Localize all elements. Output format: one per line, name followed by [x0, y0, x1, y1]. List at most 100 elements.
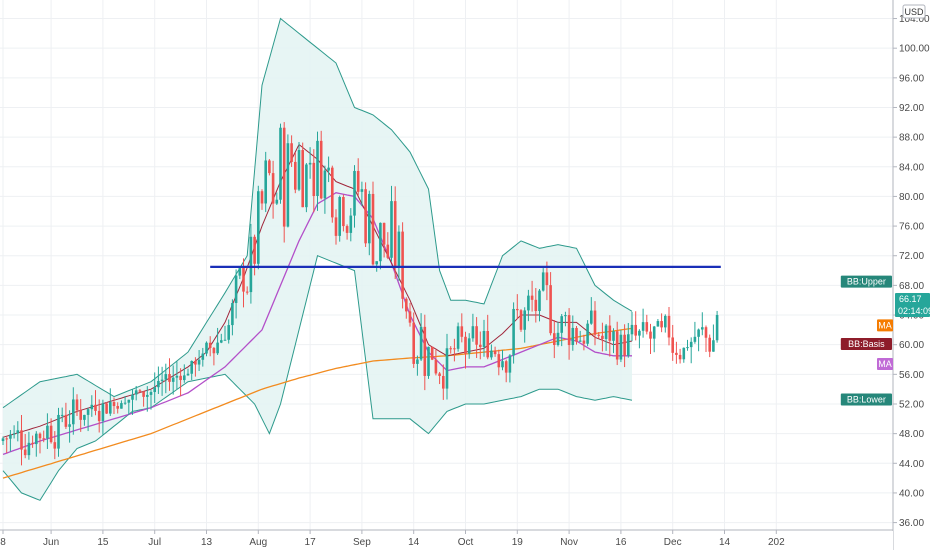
candle-body: [545, 272, 549, 286]
candle: [508, 354, 512, 383]
candle: [612, 328, 615, 354]
indicator-tag-background: [840, 393, 892, 406]
candle-body: [27, 442, 31, 456]
candle-body: [408, 311, 412, 323]
candle: [260, 189, 264, 210]
candle: [142, 391, 145, 407]
candle-body: [519, 310, 523, 330]
candle: [279, 123, 282, 204]
candle: [379, 222, 382, 270]
time-tick-label: 14: [719, 537, 731, 548]
candle-body: [578, 340, 582, 342]
candle-body: [153, 387, 156, 393]
candle: [334, 209, 338, 245]
candle-body: [294, 161, 297, 190]
candle-body: [715, 315, 719, 341]
candle: [564, 311, 567, 327]
candle: [456, 322, 460, 352]
candle-body: [527, 295, 530, 311]
candle: [205, 341, 208, 357]
candle: [652, 325, 656, 353]
candle: [86, 407, 90, 432]
candle: [516, 294, 519, 319]
candle: [686, 339, 689, 351]
candle-body: [190, 360, 193, 374]
candle: [571, 315, 575, 351]
candle: [27, 431, 31, 460]
candle: [168, 358, 171, 391]
candle: [567, 308, 571, 360]
candle: [460, 313, 464, 343]
candle-body: [486, 331, 489, 358]
price-tick-label: 44.00: [899, 459, 924, 470]
candle-body: [105, 403, 108, 414]
candle: [38, 432, 42, 454]
candle: [549, 272, 552, 336]
candle: [482, 319, 486, 357]
candle-body: [682, 347, 686, 360]
currency-badge[interactable]: USD: [902, 4, 926, 19]
candle-body: [371, 193, 375, 265]
candle-body: [464, 336, 467, 354]
candle: [112, 397, 116, 415]
candle-body: [338, 197, 341, 236]
candle-body: [194, 360, 197, 365]
candle: [682, 347, 686, 363]
candle-body: [590, 310, 593, 324]
candle: [397, 225, 401, 281]
candle: [123, 396, 127, 405]
candle: [149, 390, 153, 410]
candle: [634, 311, 637, 341]
candle-body: [601, 335, 604, 339]
candle: [257, 185, 260, 270]
time-tick-label: 15: [97, 537, 109, 548]
candle: [638, 329, 641, 349]
price-tick-label: 60.00: [899, 340, 924, 351]
candle-body: [12, 433, 16, 435]
candle: [649, 323, 652, 355]
candle: [83, 414, 86, 426]
candle-body: [142, 391, 145, 397]
candle-body: [460, 326, 464, 337]
candle-body: [604, 325, 608, 339]
candle-body: [227, 325, 230, 340]
candle: [342, 194, 345, 232]
candle-body: [134, 390, 138, 395]
candle: [390, 185, 393, 262]
candle: [153, 372, 156, 404]
candle: [234, 269, 238, 319]
candle-body: [701, 327, 704, 330]
candle: [604, 323, 608, 351]
last-price-tag: 66.17 02:14:09: [895, 292, 932, 317]
candle: [94, 390, 97, 416]
candle-body: [282, 127, 286, 227]
bollinger-band-fill: [3, 18, 632, 501]
candle-body: [523, 310, 526, 330]
candle: [282, 122, 286, 243]
indicator-tag-background: [877, 357, 893, 370]
candle-body: [656, 321, 660, 327]
candle-body: [297, 150, 301, 190]
candle-body: [101, 403, 105, 422]
candle-body: [697, 329, 700, 337]
candle: [164, 363, 168, 394]
candle-body: [556, 332, 560, 345]
candle: [519, 309, 523, 332]
candle-body: [479, 344, 482, 348]
candle-body: [112, 402, 116, 407]
indicator-tag: BB:Upper: [840, 275, 892, 288]
candle-body: [671, 337, 674, 353]
candle: [656, 319, 660, 327]
candle: [305, 163, 308, 213]
candle-body: [386, 244, 390, 258]
candle: [497, 349, 501, 376]
candle-body: [90, 404, 94, 410]
price-tick-label: 80.00: [899, 192, 924, 203]
candle-body: [257, 191, 260, 264]
candle: [109, 388, 112, 416]
candle-body: [23, 449, 27, 456]
last-price-value: 66.17: [899, 294, 922, 304]
candle-body: [186, 373, 190, 376]
candle: [175, 361, 179, 390]
